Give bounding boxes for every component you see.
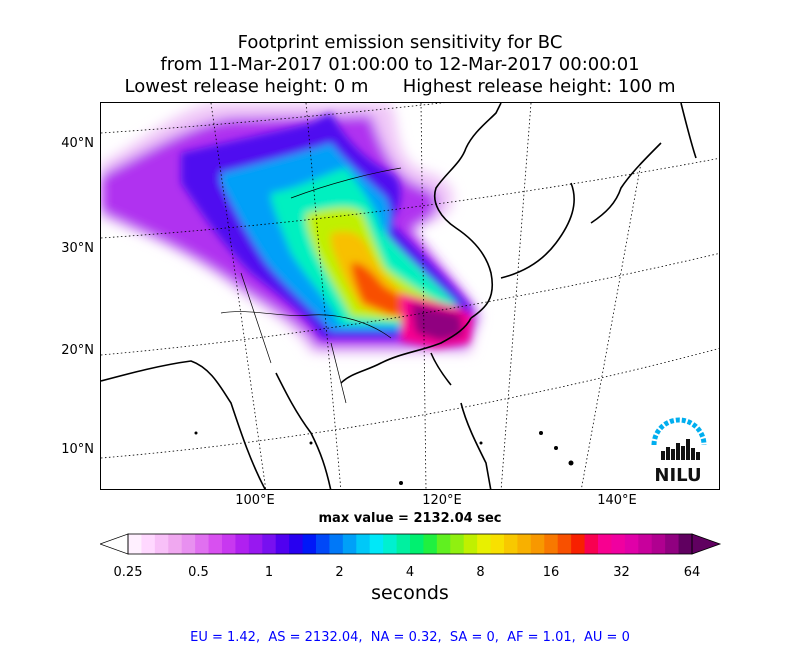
graticule bbox=[101, 103, 719, 489]
lat-label-30: 30°N bbox=[61, 241, 94, 256]
colorbar-cell bbox=[369, 534, 384, 554]
colorbar-outline bbox=[127, 533, 693, 555]
colorbar-cell bbox=[436, 534, 451, 554]
colorbar-cell bbox=[624, 534, 639, 554]
colorbar-cell bbox=[289, 534, 304, 554]
colorbar-cell bbox=[302, 534, 317, 554]
colorbar-cell bbox=[504, 534, 519, 554]
logo-text: NILU bbox=[654, 465, 701, 486]
colorbar-cell bbox=[181, 534, 196, 554]
colorbar-cell bbox=[248, 534, 263, 554]
borders bbox=[220, 167, 402, 404]
lon-label-120: 120°E bbox=[422, 493, 462, 508]
colorbar-cell bbox=[557, 534, 572, 554]
footprint-map: NILU bbox=[101, 103, 719, 489]
colorbar-cell bbox=[450, 534, 465, 554]
title-line-1: Footprint emission sensitivity for BC bbox=[237, 32, 563, 53]
colorbar-cell bbox=[222, 534, 237, 554]
colorbar-max-arrow-icon bbox=[691, 533, 722, 555]
lat-label-20: 20°N bbox=[61, 343, 94, 358]
colorbar-cell bbox=[584, 534, 599, 554]
colorbar-cell bbox=[342, 534, 357, 554]
colorbar-cell bbox=[195, 534, 210, 554]
logo-skyline-icon bbox=[661, 439, 700, 460]
colorbar-cell bbox=[383, 534, 398, 554]
colorbar-cell bbox=[423, 534, 438, 554]
coastline bbox=[101, 103, 697, 489]
colorbar-tick-label: 16 bbox=[542, 565, 560, 580]
colorbar-cell bbox=[396, 534, 411, 554]
max-value-label: max value = 2132.04 sec bbox=[318, 511, 502, 526]
colorbar-cell bbox=[530, 534, 545, 554]
colorbar-cell bbox=[651, 534, 666, 554]
colorbar-tick-label: 0.25 bbox=[113, 565, 143, 580]
logo-arc-icon bbox=[651, 417, 707, 446]
colorbar-cell bbox=[356, 534, 371, 554]
colorbar-cells bbox=[128, 534, 693, 554]
colorbar-tick-label: 4 bbox=[405, 565, 415, 580]
colorbar-cell bbox=[208, 534, 223, 554]
map-panel: NILU bbox=[100, 102, 720, 490]
colorbar-cell bbox=[329, 534, 344, 554]
colorbar-min-arrow-icon bbox=[100, 533, 129, 555]
colorbar-cell bbox=[611, 534, 626, 554]
sensitivity-plume bbox=[101, 103, 481, 353]
nilu-logo: NILU bbox=[651, 417, 707, 486]
region-stats: EU = 1.42, AS = 2132.04, NA = 0.32, SA =… bbox=[190, 630, 630, 645]
colorbar-tick-label: 32 bbox=[613, 565, 630, 580]
lon-label-100: 100°E bbox=[235, 493, 275, 508]
colorbar-cell bbox=[275, 534, 290, 554]
colorbar-cell bbox=[571, 534, 586, 554]
title-line-2: from 11-Mar-2017 01:00:00 to 12-Mar-2017… bbox=[160, 54, 640, 75]
colorbar-cell bbox=[168, 534, 183, 554]
colorbar-cell bbox=[598, 534, 613, 554]
colorbar-cell bbox=[154, 534, 169, 554]
colorbar-units: seconds bbox=[371, 582, 449, 604]
colorbar-cell bbox=[638, 534, 653, 554]
colorbar-cell bbox=[235, 534, 250, 554]
colorbar bbox=[100, 533, 722, 555]
colorbar-tick-label: 2 bbox=[335, 565, 344, 580]
colorbar-tick-label: 1 bbox=[264, 565, 274, 580]
title-line-3: Lowest release height: 0 m Highest relea… bbox=[124, 76, 676, 97]
colorbar-cell bbox=[544, 534, 559, 554]
colorbar-cell bbox=[316, 534, 331, 554]
colorbar-tick-label: 64 bbox=[683, 565, 701, 580]
colorbar-cell bbox=[141, 534, 156, 554]
colorbar-cell bbox=[517, 534, 532, 554]
colorbar-tick-label: 0.5 bbox=[188, 565, 209, 580]
colorbar-cell bbox=[490, 534, 505, 554]
colorbar-cell bbox=[665, 534, 680, 554]
colorbar-tick-label: 8 bbox=[476, 565, 485, 580]
colorbar-cell bbox=[410, 534, 425, 554]
colorbar-cell bbox=[262, 534, 277, 554]
colorbar-cell bbox=[128, 534, 143, 554]
colorbar-cell bbox=[463, 534, 478, 554]
lon-label-140: 140°E bbox=[597, 493, 637, 508]
colorbar-cell bbox=[678, 534, 693, 554]
colorbar-cell bbox=[477, 534, 492, 554]
islands bbox=[194, 431, 574, 485]
lat-label-40: 40°N bbox=[61, 136, 94, 151]
lat-label-10: 10°N bbox=[61, 442, 94, 457]
